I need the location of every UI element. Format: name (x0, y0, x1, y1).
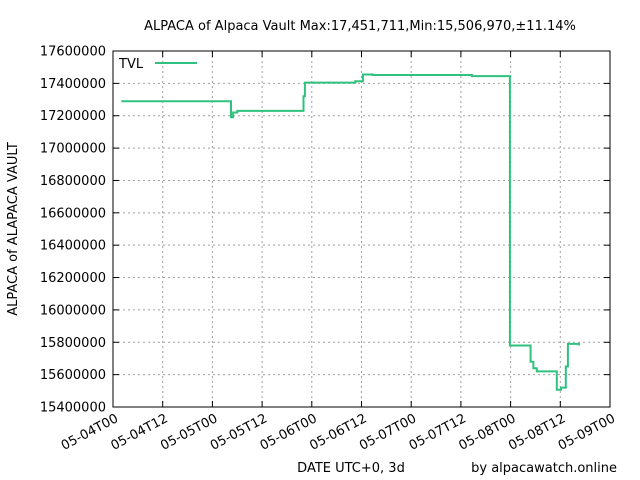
series-line-tvl (121, 73, 580, 391)
y-tick-label: 15800000 (40, 336, 106, 351)
y-tick-label: 15400000 (40, 401, 106, 416)
y-axis-label: ALPACA of ALAPACA VAULT (6, 142, 21, 316)
y-tick-labels: 17600000 17400000 17200000 17000000 16800000… (40, 45, 106, 416)
x-axis-label: DATE UTC+0, 3d (297, 461, 405, 476)
x-tick-labels: 05-04T0005-04T1205-05T0005-05T1205-06T00… (59, 411, 618, 453)
y-tick-label: 17200000 (40, 109, 106, 124)
legend-label-tvl: TVL (118, 57, 144, 72)
y-tick-label: 17000000 (40, 142, 106, 157)
y-tick-label: 16800000 (40, 174, 106, 189)
legend: TVL (118, 57, 197, 72)
y-tick-label: 16200000 (40, 271, 106, 286)
grid-lines (113, 51, 610, 407)
y-tick-label: 16600000 (40, 206, 106, 221)
y-tick-label: 16400000 (40, 239, 106, 254)
y-tick-label: 17600000 (40, 45, 106, 60)
chart-title: ALPACA of Alpaca Vault Max:17,451,711,Mi… (144, 19, 576, 34)
y-tick-label: 15600000 (40, 368, 106, 383)
x-tick-label: 05-09T00 (556, 411, 618, 453)
y-tick-label: 17400000 (40, 77, 106, 92)
credit-text: by alpacawatch.online (471, 461, 617, 476)
series-layer (121, 73, 580, 391)
y-tick-label: 16000000 (40, 303, 106, 318)
plot-frame (112, 50, 611, 408)
axis-ticks (112, 50, 611, 408)
